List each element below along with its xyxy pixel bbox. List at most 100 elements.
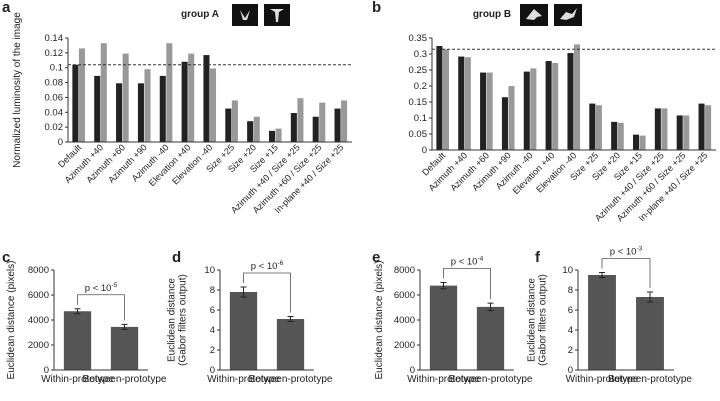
- panel-label: d: [172, 249, 181, 266]
- bar: [231, 100, 238, 142]
- y-axis-label: Euclidean distance: [527, 278, 538, 362]
- bar: [78, 48, 85, 142]
- y-axis-label: Normalized luminosity of the image: [12, 12, 23, 168]
- p-value-exponent: -3: [636, 246, 642, 253]
- y-tick-label: 8: [568, 285, 573, 296]
- panel-label: f: [535, 249, 541, 266]
- p-value: p < 10-3: [610, 246, 643, 258]
- y-tick-label: 0: [422, 145, 427, 156]
- y-tick-label: 6000: [394, 290, 415, 301]
- bar: [661, 108, 668, 150]
- bar: [144, 69, 151, 142]
- bar: [617, 122, 624, 150]
- y-tick-label: 0.04: [45, 107, 64, 118]
- y-tick-label: 0.1: [50, 63, 63, 74]
- y-tick-label: 4000: [28, 315, 49, 326]
- error-bar: [599, 272, 605, 278]
- p-value-base: p < 10: [610, 247, 637, 258]
- y-tick-label: 0.06: [45, 92, 64, 103]
- y-tick-label: 0.05: [409, 129, 428, 140]
- y-tick-label: 0: [210, 365, 215, 376]
- bar: [100, 43, 107, 143]
- bar: [705, 105, 712, 150]
- bar: [334, 108, 341, 142]
- bar: [698, 103, 705, 150]
- bar: [442, 49, 449, 151]
- y-tick-label: 10: [562, 265, 573, 276]
- bar: [480, 72, 487, 150]
- bar: [429, 285, 458, 370]
- error-bar: [287, 316, 294, 322]
- y-axis-label: Euclidean distance (pixels): [6, 261, 17, 380]
- error-bar: [121, 323, 128, 330]
- p-value-exponent: -6: [277, 260, 283, 267]
- bar: [210, 68, 217, 142]
- significance-bracket: [601, 258, 651, 288]
- y-tick-label: 0.3: [414, 49, 427, 60]
- bar: [203, 55, 210, 143]
- y-tick-label: 6: [568, 305, 573, 316]
- panel-label: a: [2, 0, 11, 16]
- bar: [297, 98, 304, 142]
- y-tick-label: 0.25: [409, 65, 428, 76]
- bar: [122, 53, 129, 142]
- x-tick-label: Within-prototype: [207, 374, 280, 385]
- y-tick-label: 8000: [394, 265, 415, 276]
- bar: [253, 116, 260, 142]
- panel-label: c: [2, 249, 10, 266]
- bar: [110, 326, 139, 370]
- bar: [436, 46, 443, 150]
- y-tick-label: 4000: [394, 315, 415, 326]
- bar: [341, 100, 348, 142]
- y-tick-label: 6000: [28, 290, 49, 301]
- chart-title: group A: [181, 9, 219, 20]
- bar: [63, 311, 92, 370]
- y-tick-label: 2: [210, 345, 215, 356]
- bar: [464, 57, 471, 151]
- bar: [319, 102, 326, 142]
- bar: [552, 62, 559, 150]
- x-tick-label: Between-prototype: [83, 374, 167, 385]
- y-tick-label: 0: [410, 365, 415, 376]
- y-axis-label: (Gabor filters output): [538, 274, 549, 366]
- bar: [595, 105, 602, 150]
- y-tick-label: 4: [568, 325, 573, 336]
- y-tick-label: 0: [44, 365, 49, 376]
- bar: [567, 53, 574, 150]
- y-tick-label: 0: [58, 137, 63, 148]
- y-tick-label: 8000: [28, 265, 49, 276]
- y-axis-label: (Gabor filters output): [178, 274, 189, 366]
- y-tick-label: 2000: [28, 340, 49, 351]
- bar: [275, 128, 282, 142]
- bar: [312, 116, 319, 142]
- x-tick-label: Between-prototype: [608, 374, 692, 385]
- bar: [523, 71, 530, 150]
- y-axis-label: Euclidean distance: [167, 278, 178, 362]
- y-tick-label: 0.15: [409, 97, 428, 108]
- significance-bracket: [243, 272, 291, 313]
- y-tick-label: 0.35: [409, 33, 428, 44]
- p-value: p < 10-5: [85, 282, 118, 294]
- significance-bracket: [443, 268, 491, 300]
- error-bar: [647, 291, 653, 303]
- bar: [588, 275, 616, 370]
- x-tick-label: Within-prototype: [407, 374, 480, 385]
- y-axis-label: Euclidean distance (pixels): [374, 261, 385, 380]
- bar: [268, 130, 276, 142]
- icons: [232, 4, 582, 26]
- bar: [225, 108, 232, 142]
- y-tick-label: 10: [204, 265, 215, 276]
- p-value-exponent: -5: [111, 282, 117, 289]
- bar: [632, 134, 640, 150]
- bar: [574, 44, 581, 150]
- y-tick-label: 0.14: [45, 33, 64, 44]
- bar: [589, 103, 596, 150]
- y-tick-label: 0.08: [45, 78, 64, 89]
- bar: [458, 56, 465, 151]
- y-tick-label: 8: [210, 285, 215, 296]
- bar: [166, 43, 173, 143]
- panel-label: e: [372, 249, 380, 266]
- panel-label: b: [372, 0, 381, 16]
- p-value-base: p < 10: [251, 261, 278, 272]
- bar: [72, 64, 79, 142]
